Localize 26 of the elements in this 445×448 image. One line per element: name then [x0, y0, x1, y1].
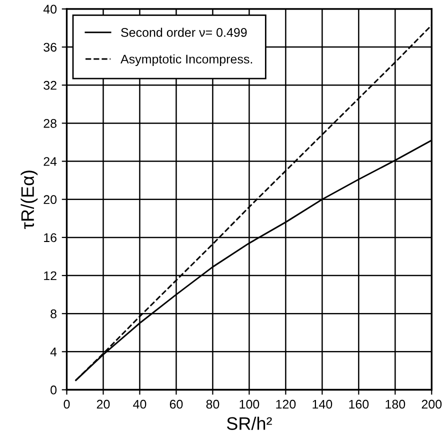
- y-tick-label: 20: [44, 195, 57, 204]
- y-tick-label: 8: [50, 309, 56, 318]
- x-tick-label: 80: [206, 400, 220, 409]
- y-tick-label: 0: [50, 386, 57, 394]
- y-tick-label: 36: [44, 42, 56, 52]
- x-axis-title: SR/h²: [226, 416, 272, 430]
- y-tick-label: 32: [44, 80, 56, 90]
- x-tick-label: 120: [276, 400, 296, 409]
- legend-label: Asymptotic Incompress.: [120, 54, 252, 66]
- x-tick-label: 200: [422, 400, 442, 409]
- x-tick-label: 100: [240, 400, 260, 409]
- x-tick-label: 180: [386, 400, 406, 409]
- legend-label: Second order ν= 0.499: [121, 28, 247, 37]
- y-tick-label: 24: [44, 157, 57, 166]
- y-tick-label: 16: [44, 233, 56, 242]
- y-tick-label: 4: [50, 348, 57, 356]
- y-tick-label: 40: [43, 4, 57, 14]
- y-tick-label: 12: [44, 271, 56, 280]
- x-tick-label: 0: [64, 400, 70, 409]
- x-tick-label: 20: [96, 400, 110, 409]
- x-tick-label: 160: [349, 400, 369, 409]
- x-tick-label: 140: [312, 400, 332, 409]
- x-tick-label: 40: [133, 400, 146, 409]
- x-tick-label: 60: [170, 400, 183, 409]
- y-tick-label: 28: [44, 119, 56, 128]
- y-axis-title: τR/(Eα): [20, 170, 38, 229]
